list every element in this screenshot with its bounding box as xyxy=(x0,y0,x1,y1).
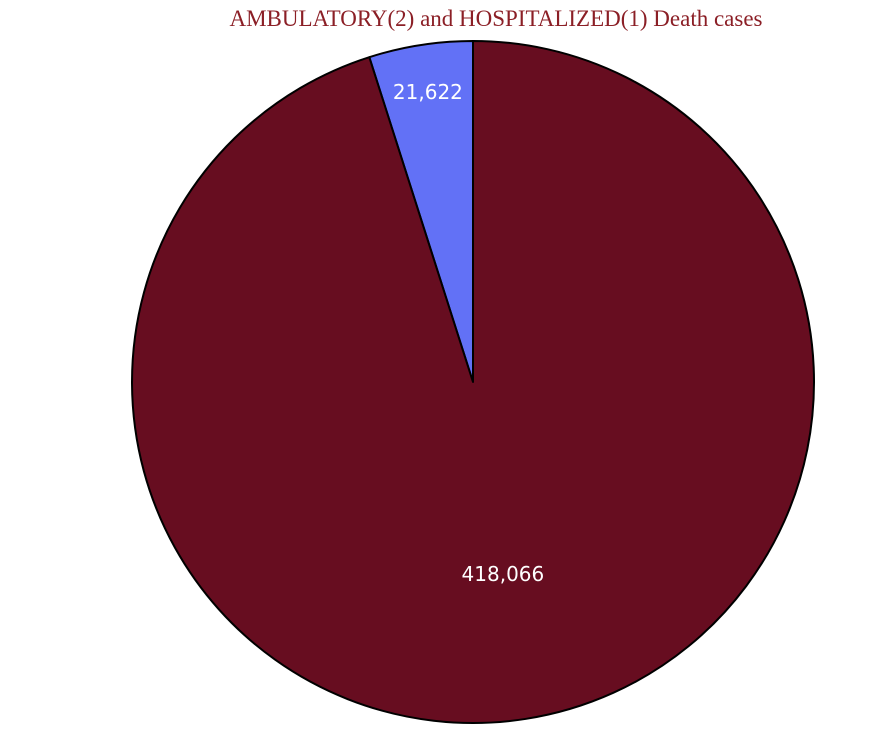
pie-slice-labels: 21,622 418,066 xyxy=(393,80,544,586)
pie-slice-label-0: 21,622 xyxy=(393,80,463,104)
pie-slice-1 xyxy=(131,40,816,724)
pie-slice-label-1: 418,066 xyxy=(462,562,545,586)
chart-title: AMBULATORY(2) and HOSPITALIZED(1) Death … xyxy=(229,6,762,31)
pie-slices xyxy=(131,40,816,724)
